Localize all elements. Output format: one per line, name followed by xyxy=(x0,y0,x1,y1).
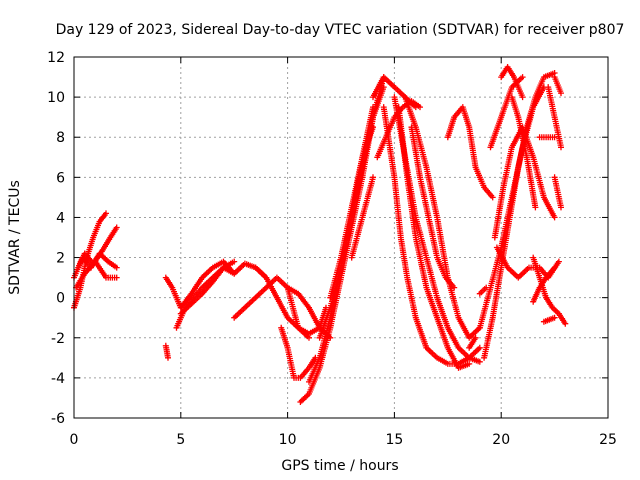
data-track xyxy=(327,124,376,301)
data-track xyxy=(348,174,376,261)
data-point-markers xyxy=(395,104,473,371)
y-tick-label: -4 xyxy=(51,371,65,387)
data-track xyxy=(551,74,564,97)
x-axis-label: GPS time / hours xyxy=(281,458,398,474)
y-tick-label: -2 xyxy=(51,331,65,347)
data-track xyxy=(73,258,120,291)
y-tick-label: -6 xyxy=(51,411,65,427)
data-point-markers xyxy=(498,64,526,101)
data-track xyxy=(75,224,120,271)
y-tick-label: 6 xyxy=(56,170,65,186)
axis-ticks: 0 5 10 15 20 25 -6 -4 -2 0 2 4 6 8 10 12 xyxy=(47,50,617,448)
x-tick-label: 25 xyxy=(599,432,617,448)
data-point-markers xyxy=(278,324,319,381)
data-point-markers xyxy=(73,258,120,291)
data-point-markers xyxy=(530,264,558,305)
data-track xyxy=(545,84,564,151)
data-track xyxy=(278,324,319,381)
data-point-markers xyxy=(327,124,376,301)
y-tick-label: 0 xyxy=(56,291,65,307)
plot-frame xyxy=(73,56,609,419)
data-point-markers xyxy=(476,284,490,297)
x-tick-label: 20 xyxy=(492,432,510,448)
chart-title: Day 129 of 2023, Sidereal Day-to-day VTE… xyxy=(56,22,625,38)
data-point-markers xyxy=(551,74,564,97)
data-point-markers xyxy=(408,124,458,291)
data-point-markers xyxy=(252,264,329,337)
data-point-markers xyxy=(75,224,120,271)
data-point-markers xyxy=(380,104,483,367)
y-tick-label: 4 xyxy=(56,210,65,226)
data-track xyxy=(508,94,539,211)
data-track xyxy=(530,264,558,305)
data-track xyxy=(177,258,238,317)
data-track xyxy=(476,284,490,297)
data-track xyxy=(551,174,564,211)
data-track xyxy=(444,104,496,201)
data-track xyxy=(162,342,171,361)
data-point-markers xyxy=(508,94,539,211)
data-point-markers xyxy=(466,334,479,351)
data-point-markers xyxy=(444,104,496,201)
data-track xyxy=(380,104,483,367)
y-tick-label: 10 xyxy=(47,90,65,106)
data-point-markers xyxy=(536,134,558,141)
data-track xyxy=(408,124,458,291)
y-axis-label: SDTVAR / TECUs xyxy=(7,180,23,295)
data-point-markers xyxy=(162,342,171,361)
data-point-markers xyxy=(551,174,564,211)
data-point-markers xyxy=(545,84,564,151)
data-track xyxy=(540,314,558,325)
data-track xyxy=(402,94,483,341)
data-point-markers xyxy=(540,314,558,325)
x-tick-label: 5 xyxy=(176,432,185,448)
grid-lines xyxy=(74,57,608,418)
data-track xyxy=(466,334,479,351)
y-tick-label: 2 xyxy=(56,251,65,267)
data-point-markers xyxy=(348,174,376,261)
x-tick-label: 10 xyxy=(279,432,297,448)
data-track xyxy=(252,264,329,337)
data-track xyxy=(536,134,558,141)
data-track xyxy=(498,64,526,101)
data-point-markers xyxy=(402,94,483,341)
x-tick-label: 0 xyxy=(70,432,79,448)
data-point-markers xyxy=(177,258,238,317)
data-points xyxy=(71,64,569,405)
data-track xyxy=(395,104,473,371)
y-tick-label: 8 xyxy=(56,130,65,146)
x-tick-label: 15 xyxy=(385,432,403,448)
y-tick-label: 12 xyxy=(47,50,65,66)
